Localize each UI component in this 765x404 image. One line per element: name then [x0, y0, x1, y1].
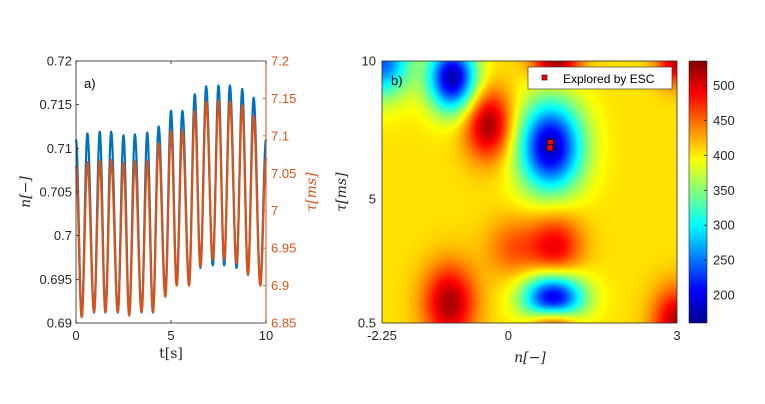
series-line-tau	[74, 99, 268, 319]
colorbar-tick-label: 500	[713, 78, 735, 93]
tick-label-left: 0.72	[47, 54, 72, 69]
panel-b-ylabel: τ[ms]	[334, 172, 350, 212]
colorbar-tick-label: 250	[713, 253, 735, 268]
legend-box	[527, 66, 673, 90]
panel-b-y-ticks: 0.5 5 10	[358, 54, 376, 331]
tick-label-left: 0.715	[39, 97, 72, 112]
tick-label-left: 0.71	[47, 141, 72, 156]
tick-label-right: 6.95	[271, 241, 296, 256]
tick-label-x: 0	[72, 328, 79, 343]
panel-b-axes-box	[381, 60, 678, 324]
tick-label-y: 5	[369, 191, 376, 206]
heatmap-container	[382, 61, 677, 323]
panel-b: 0.5 5 10 -2.25 0 3 b) n[−] τ[ms] Explored by…	[334, 54, 735, 367]
tick-label-left: 0.705	[39, 185, 72, 200]
tick-label-right: 6.9	[271, 278, 289, 293]
tick-label-y: 0.5	[358, 316, 376, 331]
panel-a-ylabel-left: n[−]	[18, 176, 34, 208]
panel-b-label: b)	[391, 73, 403, 88]
panel-a-label: a)	[84, 76, 96, 91]
legend-label: Explored by ESC	[563, 72, 655, 86]
legend: Explored by ESC	[527, 66, 673, 90]
colorbar-ticks: 200 250 300 350 400 450 500	[704, 78, 735, 303]
panel-a-right-ticks: 6.85 6.9 6.95 7 7.05 7.1 7.15 7.2	[263, 54, 296, 331]
panel-a-left-ticks: 0.69 0.695 0.7 0.705 0.71 0.715 0.72	[39, 54, 79, 331]
tick-label-right: 7	[271, 203, 278, 218]
panel-a-x-ticks: 0 5 10	[72, 61, 273, 343]
tick-label-x: 0	[505, 328, 512, 343]
tick-label-x: 3	[673, 328, 680, 343]
colorbar-tick-label: 200	[713, 288, 735, 303]
colorbar	[688, 60, 708, 324]
explored-points	[546, 138, 554, 152]
tick-label-right: 7.2	[271, 54, 289, 69]
tick-label-x: 10	[259, 328, 273, 343]
tick-label-x: -2.25	[367, 328, 397, 343]
explored-point	[547, 138, 554, 146]
colorbar-tick-label: 450	[713, 113, 735, 128]
tick-label-right: 7.1	[271, 128, 289, 143]
heatmap-canvas	[382, 61, 677, 323]
tick-label-left: 0.7	[54, 228, 72, 243]
panel-a-xlabel: t[s]	[159, 346, 183, 362]
colorbar-tick-label: 400	[713, 148, 735, 163]
tick-label-right: 6.85	[271, 316, 296, 331]
tick-label-left: 0.695	[39, 272, 72, 287]
tick-label-right: 7.05	[271, 166, 296, 181]
panel-a-series	[74, 84, 268, 319]
tick-label-x: 5	[167, 328, 174, 343]
explored-point	[546, 144, 554, 152]
colorbar-tick-label: 300	[713, 218, 735, 233]
tick-label-y: 10	[362, 54, 376, 69]
legend-marker-icon	[541, 74, 548, 81]
tick-label-left: 0.69	[47, 316, 72, 331]
panel-b-x-ticks: -2.25 0 3	[367, 328, 680, 343]
colorbar-tick-label: 350	[713, 183, 735, 198]
panel-a-ylabel-right: τ[ms]	[304, 172, 320, 212]
tick-label-right: 7.15	[271, 91, 296, 106]
panel-b-xlabel: n[−]	[514, 350, 546, 366]
